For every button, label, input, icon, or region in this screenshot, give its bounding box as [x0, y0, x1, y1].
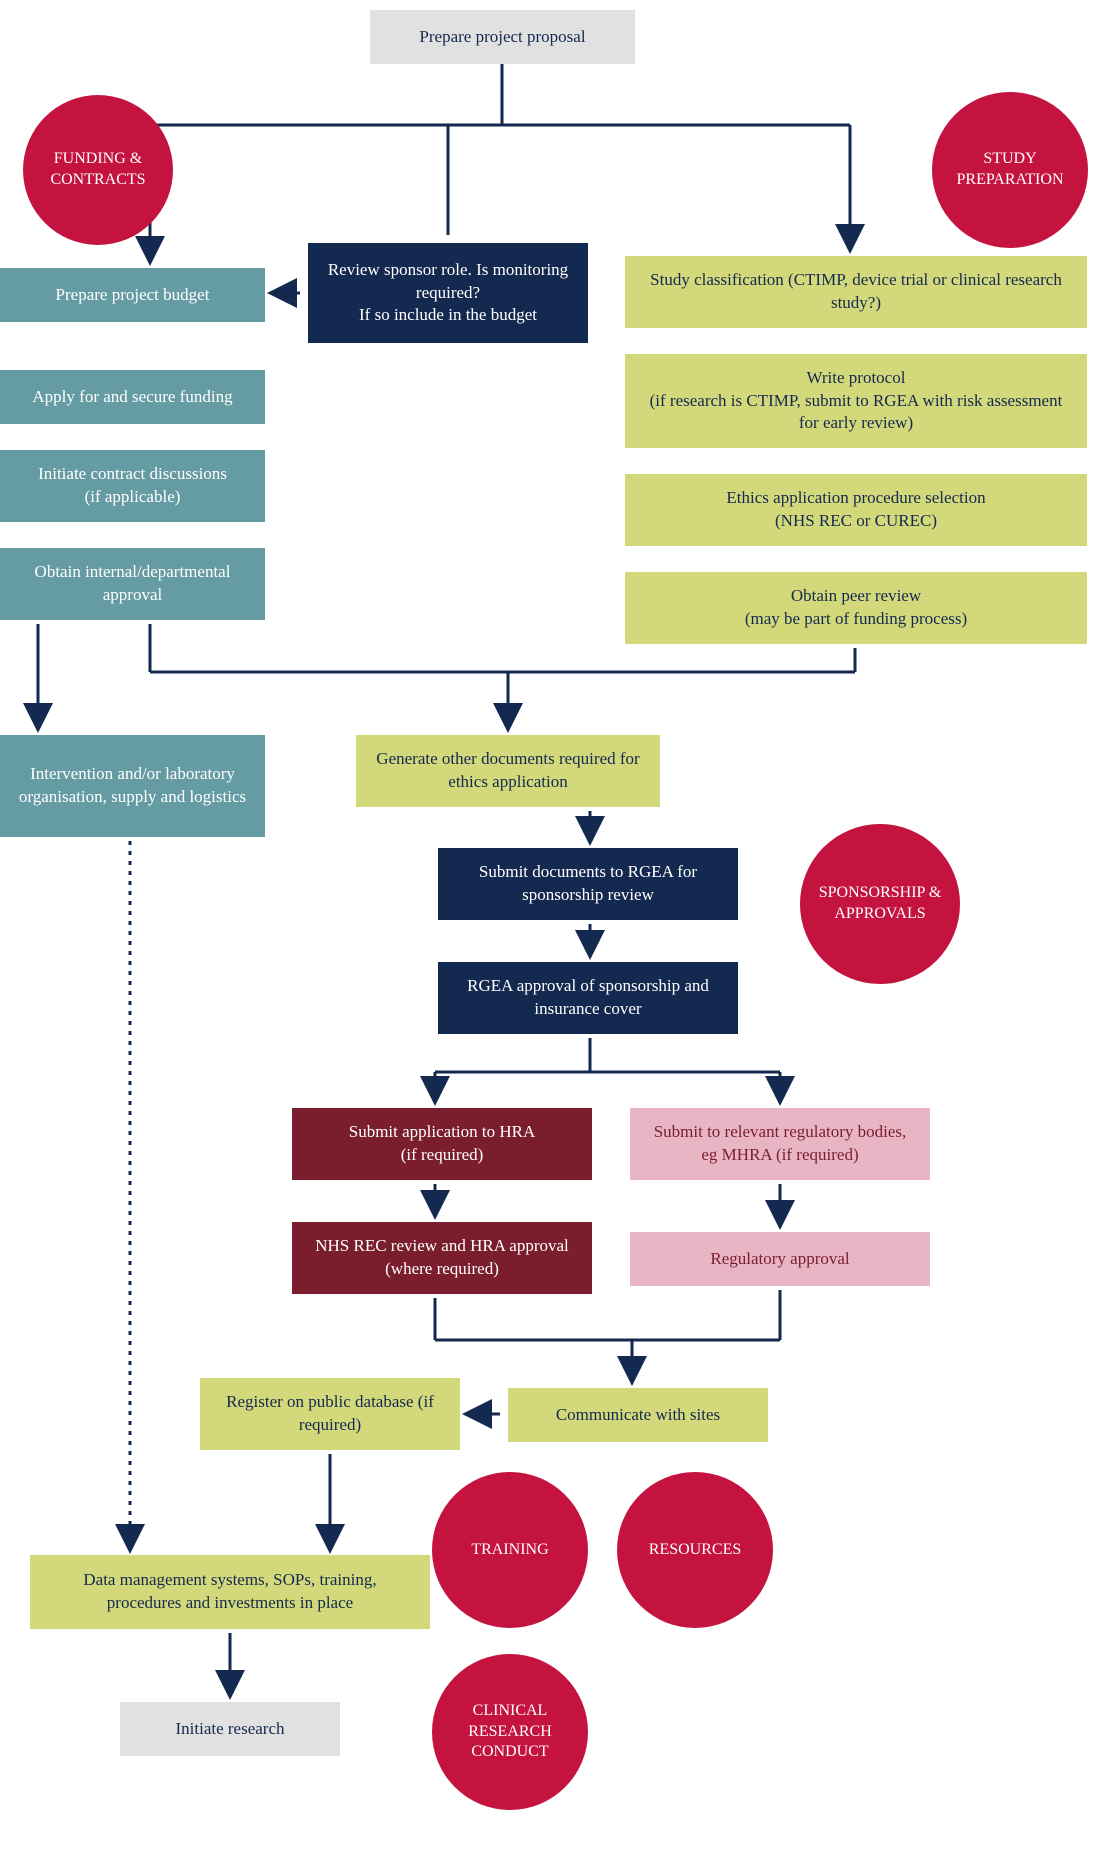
submit_hra: Submit application to HRA(if required) [292, 1108, 592, 1180]
submit_rgea: Submit documents to RGEA for sponsorship… [438, 848, 738, 920]
data_mgmt: Data management systems, SOPs, training,… [30, 1555, 430, 1629]
resources_circle: RESOURCES [617, 1472, 773, 1628]
review_sponsor: Review sponsor role. Is monitoring requi… [308, 243, 588, 343]
peer_review: Obtain peer review(may be part of fundin… [625, 572, 1087, 644]
nhs_rec: NHS REC review and HRA approval (where r… [292, 1222, 592, 1294]
submit_reg: Submit to relevant regulatory bodies, eg… [630, 1108, 930, 1180]
initiate_contract: Initiate contract discussions(if applica… [0, 450, 265, 522]
obtain_internal: Obtain internal/departmental approval [0, 548, 265, 620]
prepare_budget: Prepare project budget [0, 268, 265, 322]
funding_circle: FUNDING & CONTRACTS [23, 95, 173, 245]
sponsor_circle: SPONSORSHIP & APPROVALS [800, 824, 960, 984]
prepare_proposal: Prepare project proposal [370, 10, 635, 64]
study_prep_circle: STUDY PREPARATION [932, 92, 1088, 248]
gen_docs: Generate other documents required for et… [356, 735, 660, 807]
communicate: Communicate with sites [508, 1388, 768, 1442]
ethics_sel: Ethics application procedure selection(N… [625, 474, 1087, 546]
clinical_circle: CLINICAL RESEARCH CONDUCT [432, 1654, 588, 1810]
study_class: Study classification (CTIMP, device tria… [625, 256, 1087, 328]
register_db: Register on public database (if required… [200, 1378, 460, 1450]
apply_funding: Apply for and secure funding [0, 370, 265, 424]
rgea_approval: RGEA approval of sponsorship and insuran… [438, 962, 738, 1034]
write_protocol: Write protocol(if research is CTIMP, sub… [625, 354, 1087, 448]
training_circle: TRAINING [432, 1472, 588, 1628]
intervention: Intervention and/or laboratory organisat… [0, 735, 265, 837]
reg_approval: Regulatory approval [630, 1232, 930, 1286]
initiate: Initiate research [120, 1702, 340, 1756]
